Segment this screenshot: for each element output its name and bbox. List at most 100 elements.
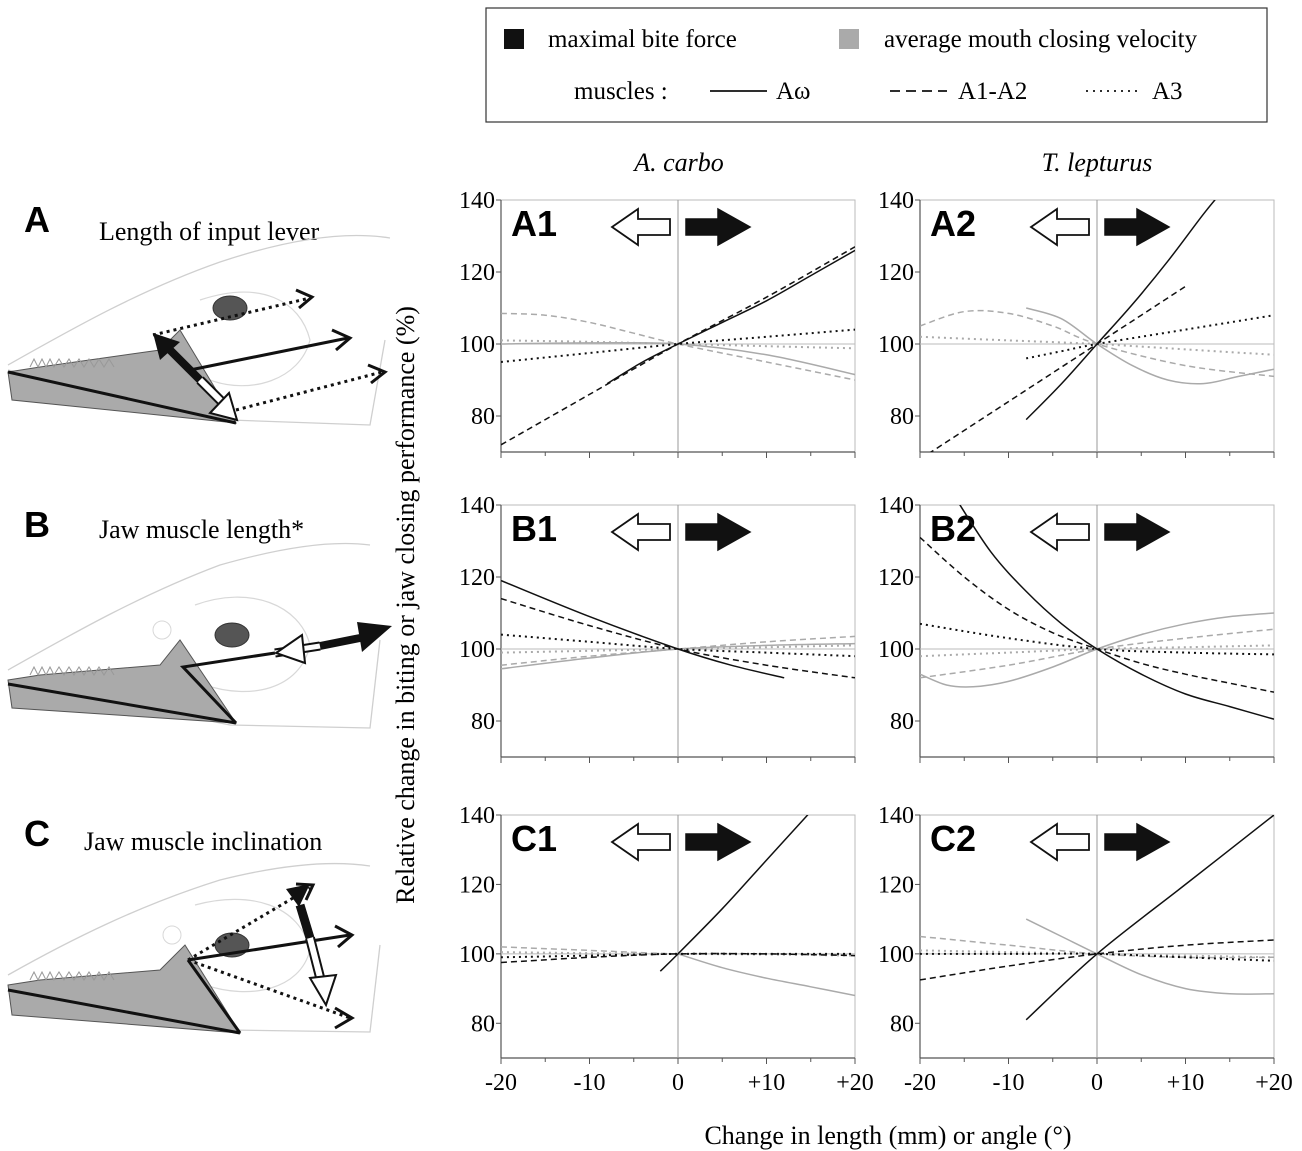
legend-muscle-a3: A3 — [1152, 78, 1183, 105]
series-line — [920, 644, 1274, 658]
series-line — [1025, 918, 1274, 995]
panel-label: B2 — [930, 508, 976, 549]
x-tick-label: -10 — [574, 1070, 606, 1096]
y-tick-label: 120 — [459, 260, 495, 286]
panel-label: C1 — [511, 818, 557, 859]
series-line — [920, 949, 1274, 959]
y-tick-label: 120 — [878, 260, 914, 286]
y-tick-label: 100 — [878, 942, 914, 968]
fish-head-illustration-b — [7, 542, 392, 729]
series-line — [501, 579, 785, 679]
series-line — [501, 633, 855, 658]
x-tick-label: +20 — [1255, 1070, 1293, 1096]
y-axis-label: Relative change in biting or jaw closing… — [391, 306, 420, 904]
increase-arrow-icon — [685, 207, 752, 247]
series-line — [501, 339, 855, 350]
chart-panels: 80 100 120 140 A1 80 100 120 140 A2 80 100 120 140 B1 8… — [459, 188, 1293, 1096]
y-tick-label: 80 — [471, 404, 495, 430]
y-tick-label: 140 — [878, 493, 914, 519]
decrease-arrow-icon — [1029, 512, 1090, 552]
series-line — [501, 597, 855, 679]
y-tick-label: 100 — [878, 332, 914, 358]
velocity-legend-label: average mouth closing velocity — [884, 26, 1198, 53]
series-line — [1026, 314, 1274, 360]
y-tick-label: 80 — [890, 1011, 914, 1037]
decrease-arrow-icon — [610, 822, 671, 862]
row-letter-a: A — [24, 199, 50, 240]
x-tick-label: -20 — [904, 1070, 936, 1096]
increase-arrow-icon — [1104, 822, 1171, 862]
row-title-b: Jaw muscle length* — [99, 515, 304, 544]
increase-arrow-icon — [1104, 512, 1171, 552]
x-tick-label: +10 — [748, 1070, 786, 1096]
x-tick-label: -10 — [993, 1070, 1025, 1096]
row-letter-b: B — [24, 504, 50, 545]
panel-b1: 80 100 120 140 B1 — [459, 493, 856, 763]
y-tick-label: 140 — [459, 803, 495, 829]
y-tick-label: 120 — [459, 872, 495, 898]
series-line — [920, 622, 1274, 656]
row-title-a: Length of input lever — [99, 217, 320, 246]
y-tick-label: 100 — [459, 637, 495, 663]
y-tick-label: 120 — [459, 565, 495, 591]
series-line — [920, 309, 1274, 378]
series-line — [501, 952, 855, 959]
x-tick-label: +20 — [836, 1070, 874, 1096]
panel-c2: 80 100 120 140 -20 -10 0 +10 +20 C2 — [878, 803, 1293, 1096]
decrease-arrow-icon — [610, 512, 671, 552]
decrease-arrow-icon — [1029, 822, 1090, 862]
y-tick-label: 80 — [890, 404, 914, 430]
y-tick-label: 100 — [459, 942, 495, 968]
decrease-arrow-icon — [1029, 207, 1090, 247]
y-tick-label: 80 — [890, 709, 914, 735]
row-letter-c: C — [24, 813, 50, 854]
series-line — [1025, 307, 1274, 385]
panel-label: A2 — [930, 203, 976, 244]
series-line — [606, 249, 855, 385]
series-line — [920, 536, 1274, 693]
fish-head-illustration-a — [7, 234, 391, 426]
panel-c1: 80 100 120 140 -20 -10 0 +10 +20 C1 — [459, 803, 874, 1096]
legend: maximal bite force average mouth closing… — [485, 7, 1268, 123]
column-title-a-carbo: A. carbo — [632, 148, 724, 177]
panel-label: C2 — [930, 818, 976, 859]
muscles-legend-label: muscles : — [574, 78, 668, 105]
y-tick-label: 140 — [878, 803, 914, 829]
y-tick-label: 100 — [878, 637, 914, 663]
x-tick-label: +10 — [1167, 1070, 1205, 1096]
x-tick-label: 0 — [1091, 1070, 1103, 1096]
series-line — [1025, 200, 1216, 421]
velocity-swatch — [839, 29, 859, 49]
panel-label: A1 — [511, 203, 557, 244]
increase-arrow-icon — [685, 512, 752, 552]
series-line — [501, 312, 855, 381]
y-tick-label: 80 — [471, 1011, 495, 1037]
series-line — [920, 952, 1274, 962]
column-title-t-lepturus: T. lepturus — [1042, 148, 1153, 177]
legend-muscle-a1a2: A1-A2 — [958, 78, 1027, 105]
fish-head-illustration-c — [7, 862, 381, 1035]
increase-arrow-icon — [685, 822, 752, 862]
series-line — [920, 612, 1274, 688]
legend-muscle-aw: Aω — [776, 78, 811, 105]
series-line — [1025, 815, 1274, 1021]
panel-a2: 80 100 120 140 A2 — [878, 188, 1275, 458]
y-tick-label: 140 — [459, 493, 495, 519]
series-line — [501, 246, 855, 446]
series-line — [501, 644, 855, 654]
increase-arrow-icon — [1104, 207, 1171, 247]
series-line — [677, 953, 855, 997]
legend-frame — [485, 7, 1268, 123]
force-legend-label: maximal bite force — [548, 26, 737, 53]
x-axis-label: Change in length (mm) or angle (°) — [704, 1121, 1071, 1150]
series-line — [920, 335, 1274, 356]
decrease-arrow-icon — [610, 207, 671, 247]
y-tick-label: 140 — [459, 188, 495, 214]
y-tick-label: 100 — [459, 332, 495, 358]
x-tick-label: 0 — [672, 1070, 684, 1096]
panel-label: B1 — [511, 508, 557, 549]
panel-a1: 80 100 120 140 A1 — [459, 188, 856, 458]
series-line — [659, 815, 809, 972]
row-title-c: Jaw muscle inclination — [84, 827, 322, 856]
